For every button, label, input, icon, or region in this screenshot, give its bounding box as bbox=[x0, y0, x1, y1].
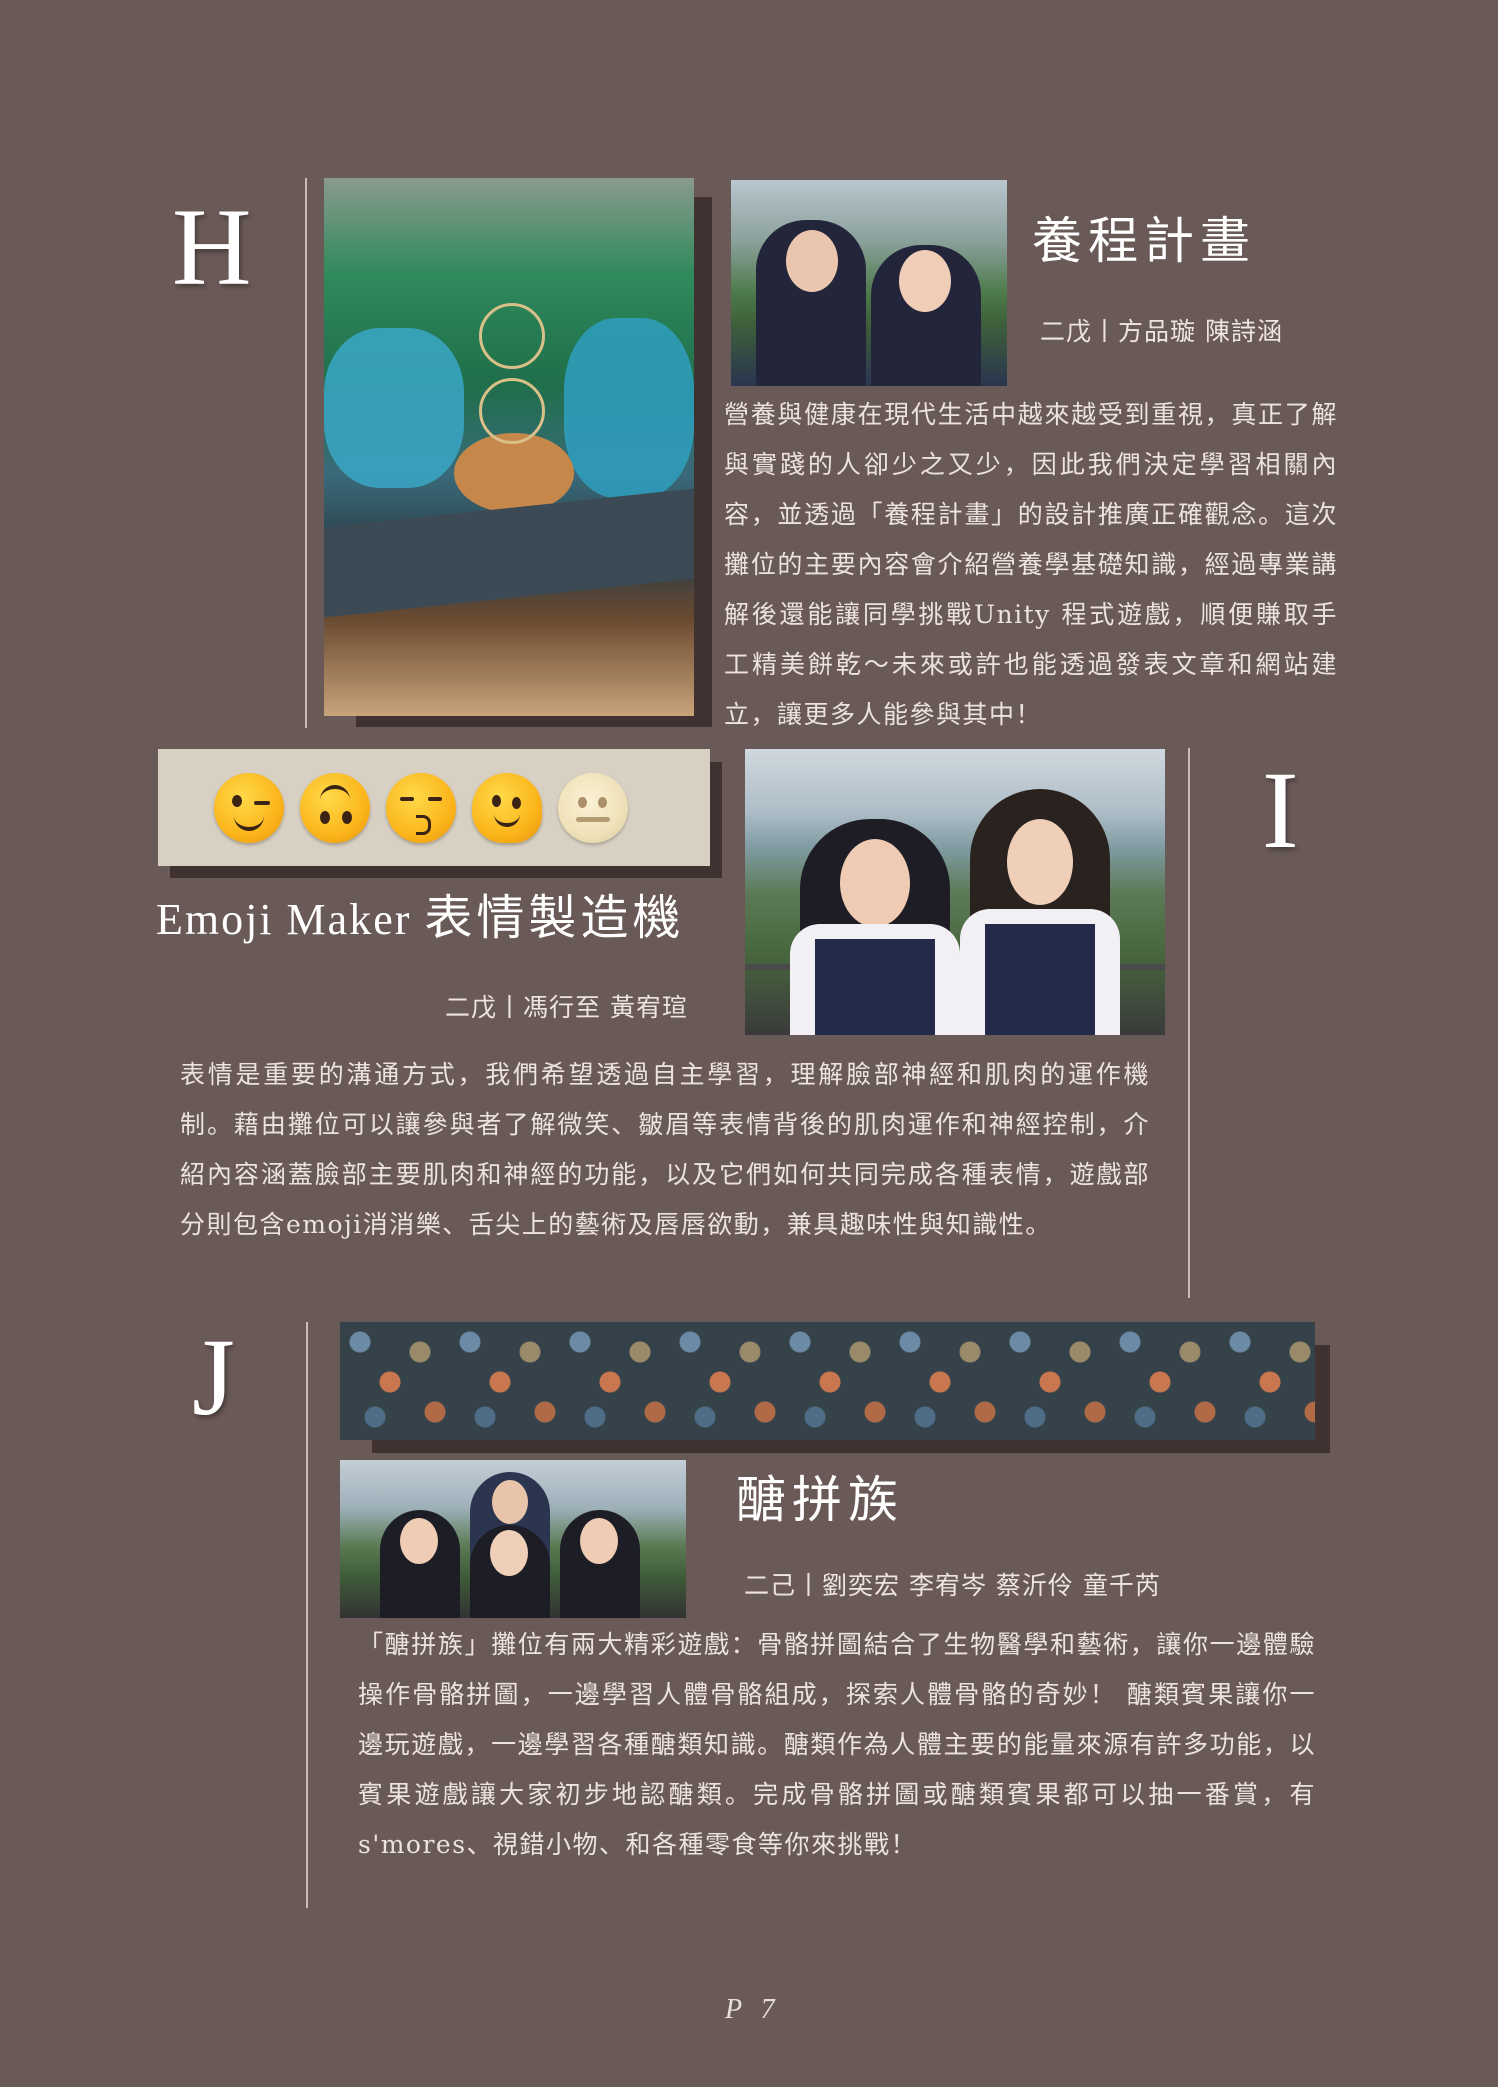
student-4-face bbox=[1007, 819, 1073, 905]
student-7-face bbox=[490, 1530, 528, 1576]
section-members-h: 二戊丨方品璇 陳詩涵 bbox=[1040, 317, 1283, 346]
student-4-vest bbox=[985, 924, 1095, 1035]
team-photo-j bbox=[340, 1460, 686, 1618]
section-letter-i: I bbox=[1262, 749, 1299, 871]
glove-left bbox=[324, 328, 464, 488]
dotted-line-face-icon bbox=[558, 773, 628, 843]
divider-line-j bbox=[306, 1322, 308, 1908]
divider-line-h bbox=[305, 178, 307, 728]
student-3-face bbox=[840, 839, 910, 927]
student-6-face bbox=[400, 1518, 438, 1564]
section-title-j: 醣拼族 bbox=[736, 1471, 904, 1529]
divider-line-i bbox=[1188, 748, 1190, 1298]
team-photo-h bbox=[731, 180, 1007, 386]
student-8-face bbox=[580, 1518, 618, 1564]
section-body-h: 營養與健康在現代生活中越來越受到重視，真正了解與實踐的人卻少之又少，因此我們決定… bbox=[724, 400, 1338, 729]
laptop-shape bbox=[324, 488, 694, 618]
page-number: P 7 bbox=[725, 1994, 781, 2025]
circuit-circle-2 bbox=[479, 378, 545, 444]
upside-down-face-icon bbox=[300, 773, 370, 843]
section-title-i-en: Emoji Maker bbox=[156, 895, 425, 944]
student-2-face bbox=[899, 250, 951, 312]
circuit-circle-1 bbox=[479, 303, 545, 369]
nutrition-cookie-image bbox=[324, 178, 694, 716]
winking-face-icon bbox=[214, 773, 284, 843]
section-title-i-zh: 表情製造機 bbox=[424, 890, 685, 946]
section-title-h: 養程計畫 bbox=[1032, 212, 1256, 270]
section-members-i: 二戊丨馮行至 黃宥瑄 bbox=[445, 993, 688, 1022]
cookie-shape bbox=[454, 433, 574, 513]
puzzle-banner bbox=[340, 1322, 1315, 1440]
section-members-j: 二己丨劉奕宏 李宥岑 蔡沂伶 童千芮 bbox=[744, 1571, 1161, 1600]
section-letter-h: H bbox=[172, 186, 252, 308]
section-body-i: 表情是重要的溝通方式，我們希望透過自主學習，理解臉部神經和肌肉的運作機制。藉由攤… bbox=[180, 1060, 1150, 1239]
team-photo-i bbox=[745, 749, 1165, 1035]
kissing-face-icon bbox=[386, 773, 456, 843]
section-body-j: 「醣拼族」攤位有兩大精彩遊戲：骨骼拼圖結合了生物醫學和藝術，讓你一邊體驗操作骨骼… bbox=[358, 1630, 1316, 1859]
section-title-i: Emoji Maker 表情製造機 bbox=[156, 894, 684, 942]
glove-right bbox=[564, 318, 694, 498]
melting-face-icon bbox=[472, 773, 542, 843]
student-1-face bbox=[786, 230, 838, 292]
emoji-strip bbox=[158, 749, 710, 866]
student-5-face bbox=[492, 1480, 528, 1524]
section-letter-j: J bbox=[192, 1316, 235, 1438]
student-3-vest bbox=[815, 939, 935, 1035]
